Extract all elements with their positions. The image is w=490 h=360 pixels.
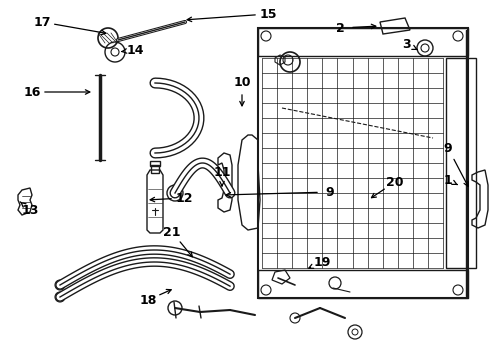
Text: 2: 2 xyxy=(336,22,344,35)
Text: 21: 21 xyxy=(163,225,181,238)
Text: 10: 10 xyxy=(233,76,251,89)
Text: 20: 20 xyxy=(386,175,404,189)
Text: 19: 19 xyxy=(313,256,331,269)
Text: 17: 17 xyxy=(33,15,51,28)
Text: 13: 13 xyxy=(21,203,39,216)
Bar xyxy=(258,28,468,56)
Bar xyxy=(150,161,160,166)
Text: 1: 1 xyxy=(443,174,452,186)
Text: 3: 3 xyxy=(402,37,410,50)
Bar xyxy=(151,165,159,173)
Bar xyxy=(258,28,468,298)
Text: 18: 18 xyxy=(139,293,157,306)
Text: 9: 9 xyxy=(326,185,334,198)
Text: 9: 9 xyxy=(443,141,452,154)
Bar xyxy=(446,58,476,268)
Text: 14: 14 xyxy=(126,44,144,57)
Bar xyxy=(258,270,468,298)
Text: 12: 12 xyxy=(175,192,193,204)
Text: 16: 16 xyxy=(24,85,41,99)
Text: 15: 15 xyxy=(259,8,277,21)
Text: 11: 11 xyxy=(213,166,231,179)
